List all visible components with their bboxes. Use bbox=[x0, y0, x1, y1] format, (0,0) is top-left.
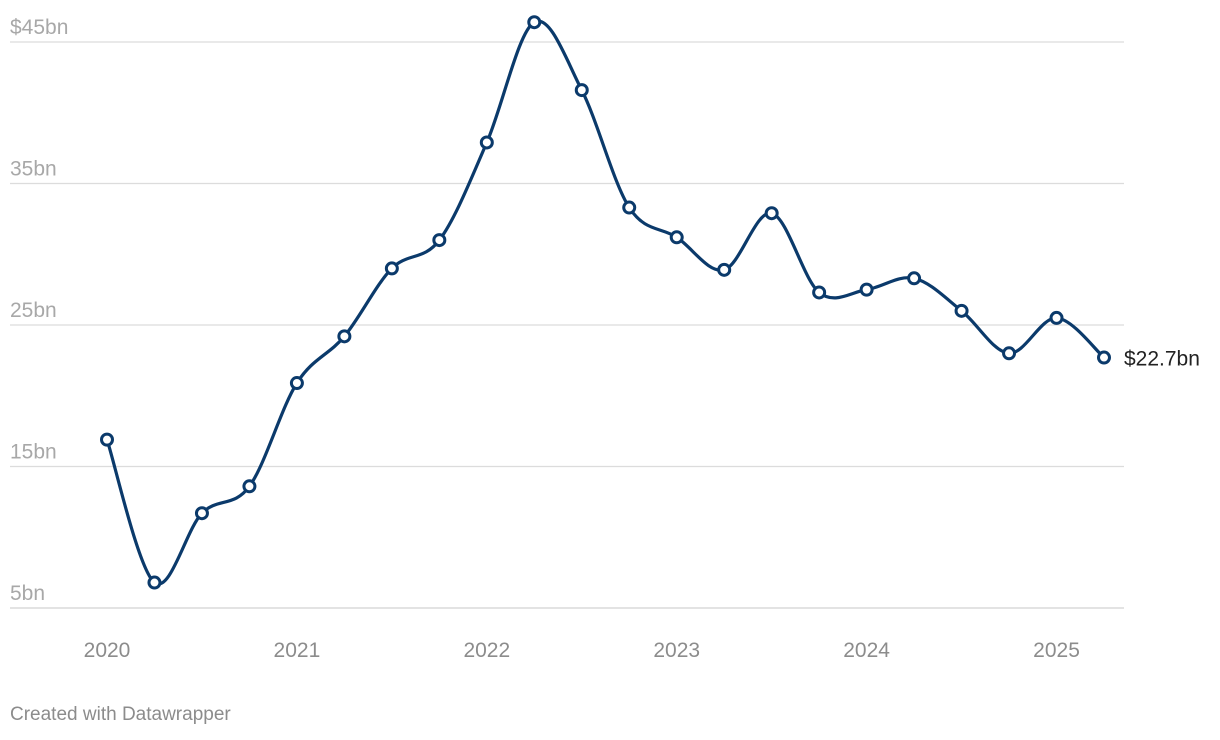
data-point bbox=[954, 303, 969, 318]
data-point bbox=[337, 329, 352, 344]
y-tick-label: 15bn bbox=[10, 441, 57, 464]
x-tick-label: 2025 bbox=[1033, 639, 1080, 662]
x-tick-label: 2022 bbox=[463, 639, 510, 662]
last-value-label: $22.7bn bbox=[1124, 348, 1200, 371]
data-points bbox=[100, 15, 1111, 590]
data-point bbox=[194, 506, 209, 521]
gridlines bbox=[10, 41, 1124, 609]
data-point bbox=[574, 83, 589, 98]
data-point bbox=[100, 432, 114, 447]
x-axis-tick-labels: 2020 2021 2022 2023 2024 2025 bbox=[84, 639, 1080, 662]
x-tick-label: 2024 bbox=[843, 639, 890, 662]
datawrapper-credit: Created with Datawrapper bbox=[10, 704, 231, 725]
data-point bbox=[384, 261, 399, 276]
annotations: $22.7bn bbox=[1124, 348, 1200, 371]
y-axis-tick-labels: $45bn 35bn 25bn 15bn 5bn bbox=[10, 16, 68, 605]
y-tick-label: $45bn bbox=[10, 16, 68, 39]
series-line-group bbox=[105, 19, 1106, 586]
data-point bbox=[432, 233, 447, 248]
data-point bbox=[289, 376, 304, 391]
data-point bbox=[479, 135, 494, 150]
x-tick-label: 2023 bbox=[653, 639, 700, 662]
y-tick-label: 5bn bbox=[10, 582, 45, 605]
data-point bbox=[764, 206, 779, 221]
data-point bbox=[622, 200, 637, 215]
y-tick-label: 25bn bbox=[10, 299, 57, 322]
data-point bbox=[242, 479, 257, 494]
x-tick-label: 2021 bbox=[274, 639, 321, 662]
data-point bbox=[812, 285, 827, 300]
data-point bbox=[669, 230, 684, 245]
data-point bbox=[1097, 350, 1111, 365]
data-point bbox=[1049, 310, 1064, 325]
series-line bbox=[105, 19, 1106, 586]
x-tick-label: 2020 bbox=[84, 639, 131, 662]
data-point bbox=[147, 575, 162, 590]
data-point bbox=[1002, 346, 1017, 361]
data-point bbox=[859, 282, 874, 297]
data-point bbox=[907, 271, 922, 286]
data-point bbox=[527, 15, 542, 30]
y-tick-label: 35bn bbox=[10, 158, 57, 181]
data-point bbox=[717, 262, 732, 277]
